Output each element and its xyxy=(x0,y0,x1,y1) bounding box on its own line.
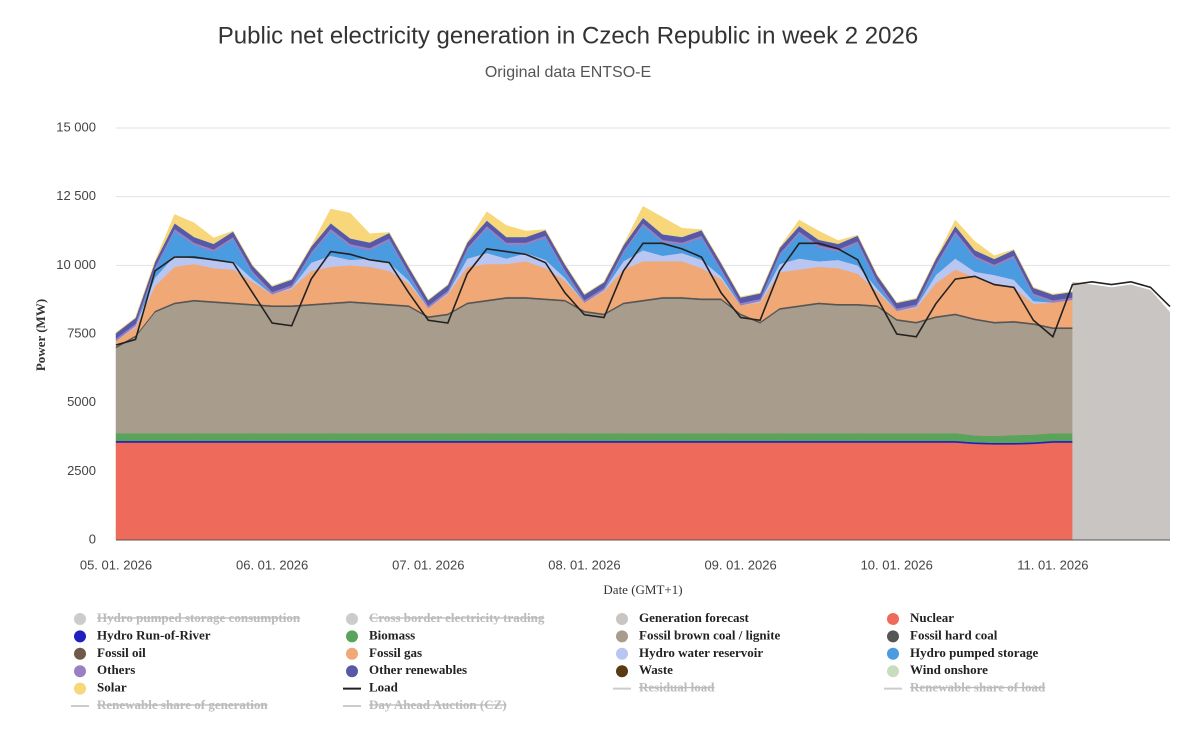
legend-label: Fossil oil xyxy=(97,645,146,660)
legend-marker xyxy=(887,613,899,625)
legend-label: Renewable share of generation xyxy=(97,697,268,712)
legend-marker xyxy=(887,665,899,678)
legend-label: Fossil hard coal xyxy=(910,627,998,642)
legend-label: Nuclear xyxy=(910,610,954,625)
legend-label: Hydro pumped storage xyxy=(910,645,1039,660)
legend-label: Hydro water reservoir xyxy=(639,645,763,660)
legend-marker xyxy=(74,665,86,678)
legend-marker xyxy=(74,682,86,695)
legend-label: Generation forecast xyxy=(639,610,750,625)
legend-label: Hydro pumped storage consumption xyxy=(97,610,301,625)
area xyxy=(115,442,1073,541)
x-tick-label: 10. 01. 2026 xyxy=(861,557,933,572)
forecast-area xyxy=(1072,281,1170,540)
legend-marker xyxy=(346,665,358,678)
y-tick-label: 2500 xyxy=(67,463,96,478)
legend-marker xyxy=(74,647,86,660)
legend-label: Load xyxy=(369,680,399,695)
y-axis-title: Power (MW) xyxy=(33,299,48,371)
legend-marker xyxy=(346,613,358,625)
legend-label: Fossil brown coal / lignite xyxy=(639,627,781,642)
x-tick-label: 08. 01. 2026 xyxy=(548,557,620,572)
legend-marker xyxy=(616,630,628,643)
legend-label: Renewable share of load xyxy=(910,680,1046,695)
y-tick-label: 0 xyxy=(89,531,96,546)
legend-marker xyxy=(346,630,358,643)
legend-marker xyxy=(616,647,628,660)
y-tick-label: 7500 xyxy=(67,325,96,340)
y-tick-label: 15 000 xyxy=(56,119,96,134)
x-axis-title: Date (GMT+1) xyxy=(603,582,682,597)
y-tick-label: 12 500 xyxy=(56,188,96,203)
legend-label: Residual load xyxy=(639,680,715,695)
x-tick-label: 11. 01. 2026 xyxy=(1017,557,1088,572)
legend-marker xyxy=(887,647,899,660)
legend-marker xyxy=(346,647,358,660)
legend-marker xyxy=(616,613,628,625)
x-tick-label: 05. 01. 2026 xyxy=(80,557,152,572)
legend-label: Others xyxy=(97,662,135,677)
x-tick-label: 07. 01. 2026 xyxy=(392,557,464,572)
legend-label: Cross border electricity trading xyxy=(369,610,545,625)
y-tick-label: 5000 xyxy=(67,394,96,409)
legend-label: Hydro Run-of-River xyxy=(97,627,211,642)
legend-label: Fossil gas xyxy=(369,645,422,660)
legend-label: Wind onshore xyxy=(910,662,988,677)
x-tick-label: 06. 01. 2026 xyxy=(236,557,308,572)
legend-label: Other renewables xyxy=(369,662,467,677)
x-tick-label: 09. 01. 2026 xyxy=(704,557,776,572)
legend-label: Day Ahead Auction (CZ) xyxy=(369,697,507,712)
chart-subtitle: Original data ENTSO-E xyxy=(485,64,651,81)
line xyxy=(115,242,1171,346)
chart-title: Public net electricity generation in Cze… xyxy=(218,22,918,49)
legend-label: Solar xyxy=(97,680,127,695)
legend-marker xyxy=(74,630,86,643)
y-tick-label: 10 000 xyxy=(56,257,96,272)
legend-label: Waste xyxy=(639,662,673,677)
legend-marker xyxy=(74,613,86,625)
legend-marker xyxy=(887,630,899,643)
legend-marker xyxy=(616,665,628,678)
legend-label: Biomass xyxy=(369,627,415,642)
